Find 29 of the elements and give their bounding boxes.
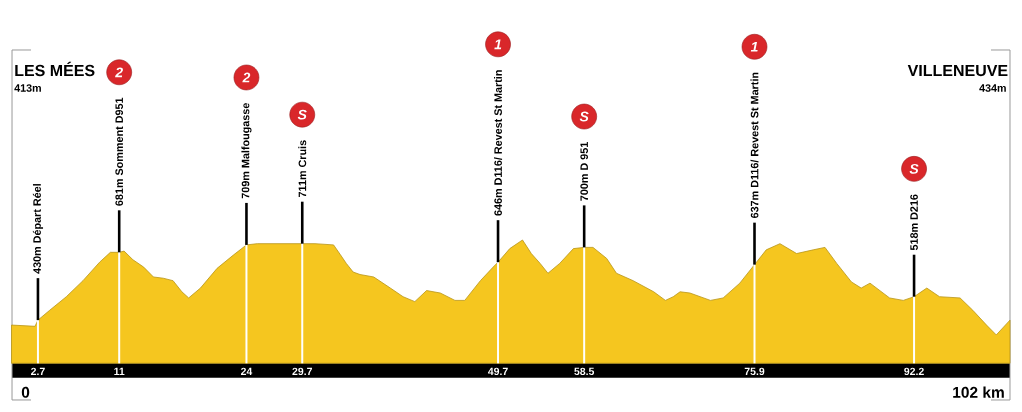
text: 2 xyxy=(115,67,123,78)
text: 413m xyxy=(14,84,41,92)
x-tick-label: 29.7 xyxy=(292,367,313,376)
annotation: 637m D116/ Revest St Martin xyxy=(750,72,759,219)
x-tick-label: 75.9 xyxy=(744,367,765,376)
text: LES MÉES xyxy=(15,61,95,77)
x-tick-label: 49.7 xyxy=(487,367,508,376)
x-tick-label: 24 xyxy=(240,367,253,375)
annotation: 430m Départ Réel xyxy=(32,184,44,274)
text: S xyxy=(297,109,307,120)
text: VILLENEUVE xyxy=(907,64,1008,77)
text: 1 xyxy=(750,41,758,52)
text: 2 xyxy=(242,72,251,83)
x-tick-label: 58.5 xyxy=(574,367,595,376)
text: 102 km xyxy=(953,386,1004,398)
text: 1 xyxy=(494,39,502,50)
annotation: 711m Cruis xyxy=(298,140,307,198)
x-tick-label: 11 xyxy=(114,367,125,375)
annotation: 681m Somment D951 xyxy=(115,97,124,206)
annotation: 709m Malfougasse xyxy=(241,103,252,199)
text: S xyxy=(579,111,589,122)
text: 434m xyxy=(979,84,1006,92)
x-tick-label: 2.7 xyxy=(31,367,45,375)
annotation: 518m D216 xyxy=(910,194,918,251)
annotation: 646m D116/ Revest St Martin xyxy=(494,70,503,216)
annotation: 700m D 951 xyxy=(580,142,588,201)
text: 0 xyxy=(21,386,30,398)
text: S xyxy=(909,163,919,174)
x-tick-label: 92.2 xyxy=(904,367,924,376)
